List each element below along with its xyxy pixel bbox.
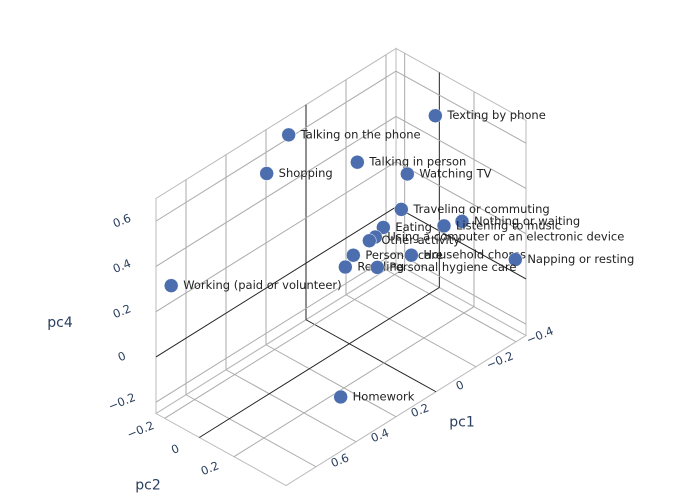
point [404, 247, 419, 263]
grid-line [395, 161, 527, 235]
tick-label: −0.2 [125, 418, 156, 441]
point-label: Using a computer or an electronic device [387, 229, 624, 243]
point-label: Talking on the phone [300, 127, 421, 141]
point [333, 389, 348, 405]
point [350, 154, 365, 170]
grid-line [164, 267, 405, 419]
point [376, 220, 391, 235]
tick-label: 0.6 [329, 450, 351, 470]
grid-line [199, 287, 440, 438]
point-label: Shopping [279, 166, 333, 180]
points: Texting by phone Talking on the phone Talk… [163, 108, 634, 405]
point [454, 214, 470, 229]
grid-line [155, 206, 397, 358]
grid-line [395, 115, 527, 189]
tick-label: 0.4 [111, 256, 133, 276]
point-label: Eating [395, 220, 432, 234]
tick-label: 0 [454, 377, 466, 393]
point-label: Personal care [365, 248, 442, 262]
grid-line [233, 306, 475, 458]
tick-label: −0.2 [484, 349, 515, 372]
point [338, 259, 353, 275]
y-axis-title: pc2 [135, 478, 161, 494]
point-label: Watching TV [419, 166, 491, 180]
grid-line [155, 161, 397, 313]
point [163, 278, 179, 293]
point [362, 233, 377, 248]
tick-label: 0.6 [111, 211, 133, 231]
point-label: Household chores [423, 248, 526, 262]
grid-line [395, 70, 527, 144]
point [259, 166, 274, 181]
tick-label: 0.2 [199, 458, 221, 478]
tick-label: 0 [116, 349, 128, 365]
point-label: Talking in person [368, 155, 466, 169]
grid [155, 53, 527, 468]
grid-line [155, 251, 397, 403]
point-label: Listening to music [456, 218, 561, 232]
point-label: Texting by phone [446, 108, 545, 122]
grid-line [185, 394, 317, 468]
scene-plane [395, 47, 527, 337]
z-axis-title: pc4 [47, 315, 73, 331]
point [346, 248, 361, 263]
point [400, 166, 415, 182]
point [436, 218, 452, 234]
point-label: Personal hygiene care [389, 260, 516, 274]
tick-label: −0.2 [106, 390, 137, 413]
grid-line [225, 369, 357, 443]
scene-box [155, 47, 527, 487]
grid-line [395, 251, 527, 325]
grid-line [345, 294, 477, 368]
point [394, 202, 409, 217]
point-label: Other activity [381, 233, 460, 247]
point-label: Napping or resting [527, 252, 634, 266]
tick-label: 0.2 [111, 301, 133, 321]
grid-line [265, 344, 397, 418]
grid-line [385, 269, 517, 343]
grid-line [155, 115, 397, 267]
point [508, 252, 523, 267]
point-label: Traveling or commuting [412, 202, 549, 216]
point-label: Homework [353, 389, 415, 403]
grid-line [305, 319, 437, 393]
point [428, 108, 443, 123]
scene-plane [155, 47, 397, 415]
point [370, 260, 385, 275]
tick-label: 0.4 [369, 425, 391, 445]
x-axis-title: pc1 [449, 415, 475, 431]
point [281, 127, 296, 143]
point-label: Nothing or waiting [474, 214, 580, 228]
tick-label: 0 [169, 441, 181, 457]
point-label: Working (paid or volunteer) [183, 278, 341, 292]
tick-label: −0.4 [524, 324, 555, 347]
grid-line [155, 70, 397, 222]
grid-line [395, 206, 527, 280]
tick-label: 0.2 [409, 400, 431, 420]
